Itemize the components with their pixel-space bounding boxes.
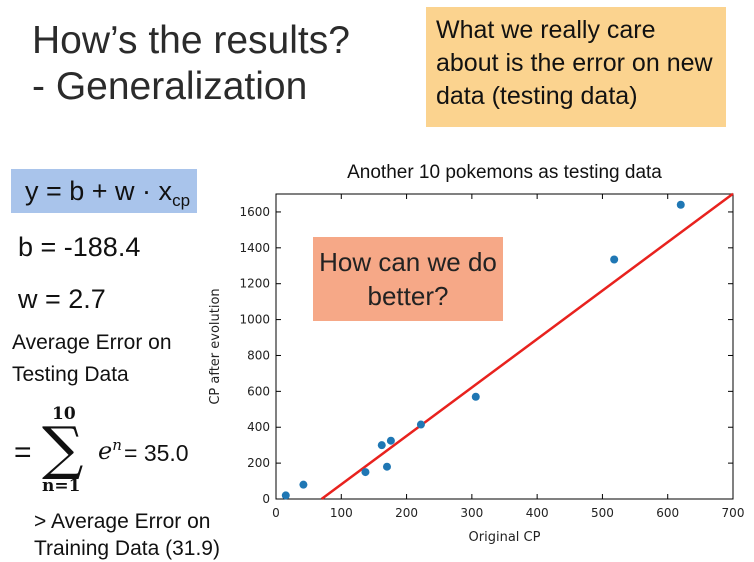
sum-term: en xyxy=(98,436,122,465)
sigma-symbol: ∑ xyxy=(42,414,84,482)
data-point xyxy=(676,200,685,209)
chart-title: Another 10 pokemons as testing data xyxy=(347,162,662,183)
sum-term-base: e xyxy=(98,437,113,465)
sum-equals: = xyxy=(14,436,32,469)
sum-lower-bound: n=1 xyxy=(42,476,81,496)
data-point xyxy=(471,392,480,401)
y-tick-label: 1400 xyxy=(239,241,270,255)
data-point xyxy=(281,491,290,500)
x-tick-label: 700 xyxy=(722,506,745,520)
sum-value: = 35.0 xyxy=(124,440,189,466)
regression-formula: y = b + w · xcp xyxy=(11,169,197,213)
x-tick-label: 300 xyxy=(460,506,483,520)
x-axis-label: Original CP xyxy=(469,530,541,545)
y-tick-label: 1000 xyxy=(239,313,270,327)
data-point xyxy=(299,480,308,489)
y-tick-label: 200 xyxy=(247,456,270,470)
formula-subscript: cp xyxy=(172,191,191,210)
x-tick-label: 100 xyxy=(330,506,353,520)
slide-title: How’s the results? - Generalization xyxy=(32,18,350,110)
y-axis-label: CP after evolution xyxy=(208,288,223,404)
w-value: w = 2.7 xyxy=(18,284,106,314)
sum-term-exponent: n xyxy=(112,436,122,454)
title-line-2: - Generalization xyxy=(32,65,308,108)
y-tick-label: 800 xyxy=(247,348,270,362)
data-point xyxy=(386,436,395,445)
y-tick-label: 1200 xyxy=(239,277,270,291)
data-point xyxy=(361,468,370,477)
x-tick-label: 600 xyxy=(656,506,679,520)
x-tick-label: 0 xyxy=(272,506,280,520)
data-point xyxy=(610,255,619,264)
data-point xyxy=(382,462,391,471)
y-tick-label: 400 xyxy=(247,420,270,434)
x-tick-label: 500 xyxy=(591,506,614,520)
sum-formula: = 10 ∑ n=1 en = 35.0 xyxy=(14,404,214,502)
formula-main: y = b + w · x xyxy=(25,176,173,206)
y-tick-label: 600 xyxy=(247,384,270,398)
average-error-label: Average Error on Testing Data xyxy=(12,331,172,386)
data-point xyxy=(416,420,425,429)
title-line-1: How’s the results? xyxy=(32,19,350,62)
x-tick-label: 200 xyxy=(395,506,418,520)
sum-upper-bound: 10 xyxy=(52,404,76,424)
b-value: b = -188.4 xyxy=(18,232,141,262)
y-tick-label: 0 xyxy=(262,492,270,506)
regression-line xyxy=(320,192,734,501)
data-point xyxy=(377,441,386,450)
x-tick-label: 400 xyxy=(526,506,549,520)
callout-box: What we really care about is the error o… xyxy=(426,7,726,127)
note-box: How can we do better? xyxy=(313,237,503,321)
y-tick-label: 1600 xyxy=(239,205,270,219)
